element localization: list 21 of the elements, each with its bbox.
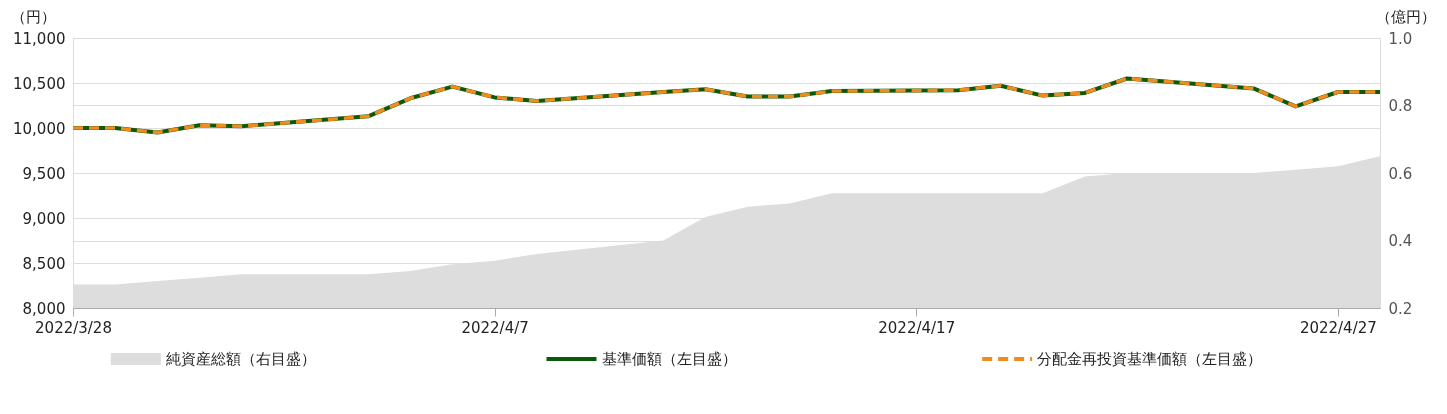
y-tick-label: 10,000 bbox=[13, 119, 66, 138]
x-tick-label: 2022/4/17 bbox=[878, 318, 956, 337]
y2-tick-label: 0.8 bbox=[1388, 97, 1413, 115]
y-tick-label: 8,000 bbox=[22, 299, 66, 318]
x-tick-label: 2022/4/27 bbox=[1299, 318, 1377, 337]
x-tick-label: 2022/3/28 bbox=[35, 318, 112, 337]
legend-label: 純資産総額（右目盛） bbox=[165, 350, 316, 368]
y-tick-label: 9,000 bbox=[22, 209, 66, 228]
y-tick-label: 9,500 bbox=[22, 164, 66, 183]
legend-label: 基準価額（左目盛） bbox=[601, 350, 737, 368]
legend-label: 分配金再投資基準価額（左目盛） bbox=[1037, 350, 1263, 368]
y-tick-label: 8,500 bbox=[22, 254, 66, 273]
y2-axis-title: （億円） bbox=[1375, 7, 1436, 26]
y2-tick-label: 0.4 bbox=[1388, 232, 1413, 250]
y-tick-label: 11,000 bbox=[13, 29, 66, 48]
y2-tick-label: 1.0 bbox=[1388, 29, 1413, 48]
y2-tick-label: 0.2 bbox=[1388, 299, 1413, 318]
y2-tick-label: 0.6 bbox=[1388, 164, 1413, 183]
y-tick-label: 10,500 bbox=[13, 74, 66, 93]
x-tick-label: 2022/4/7 bbox=[461, 318, 529, 337]
y-axis-title: （円） bbox=[11, 7, 56, 26]
